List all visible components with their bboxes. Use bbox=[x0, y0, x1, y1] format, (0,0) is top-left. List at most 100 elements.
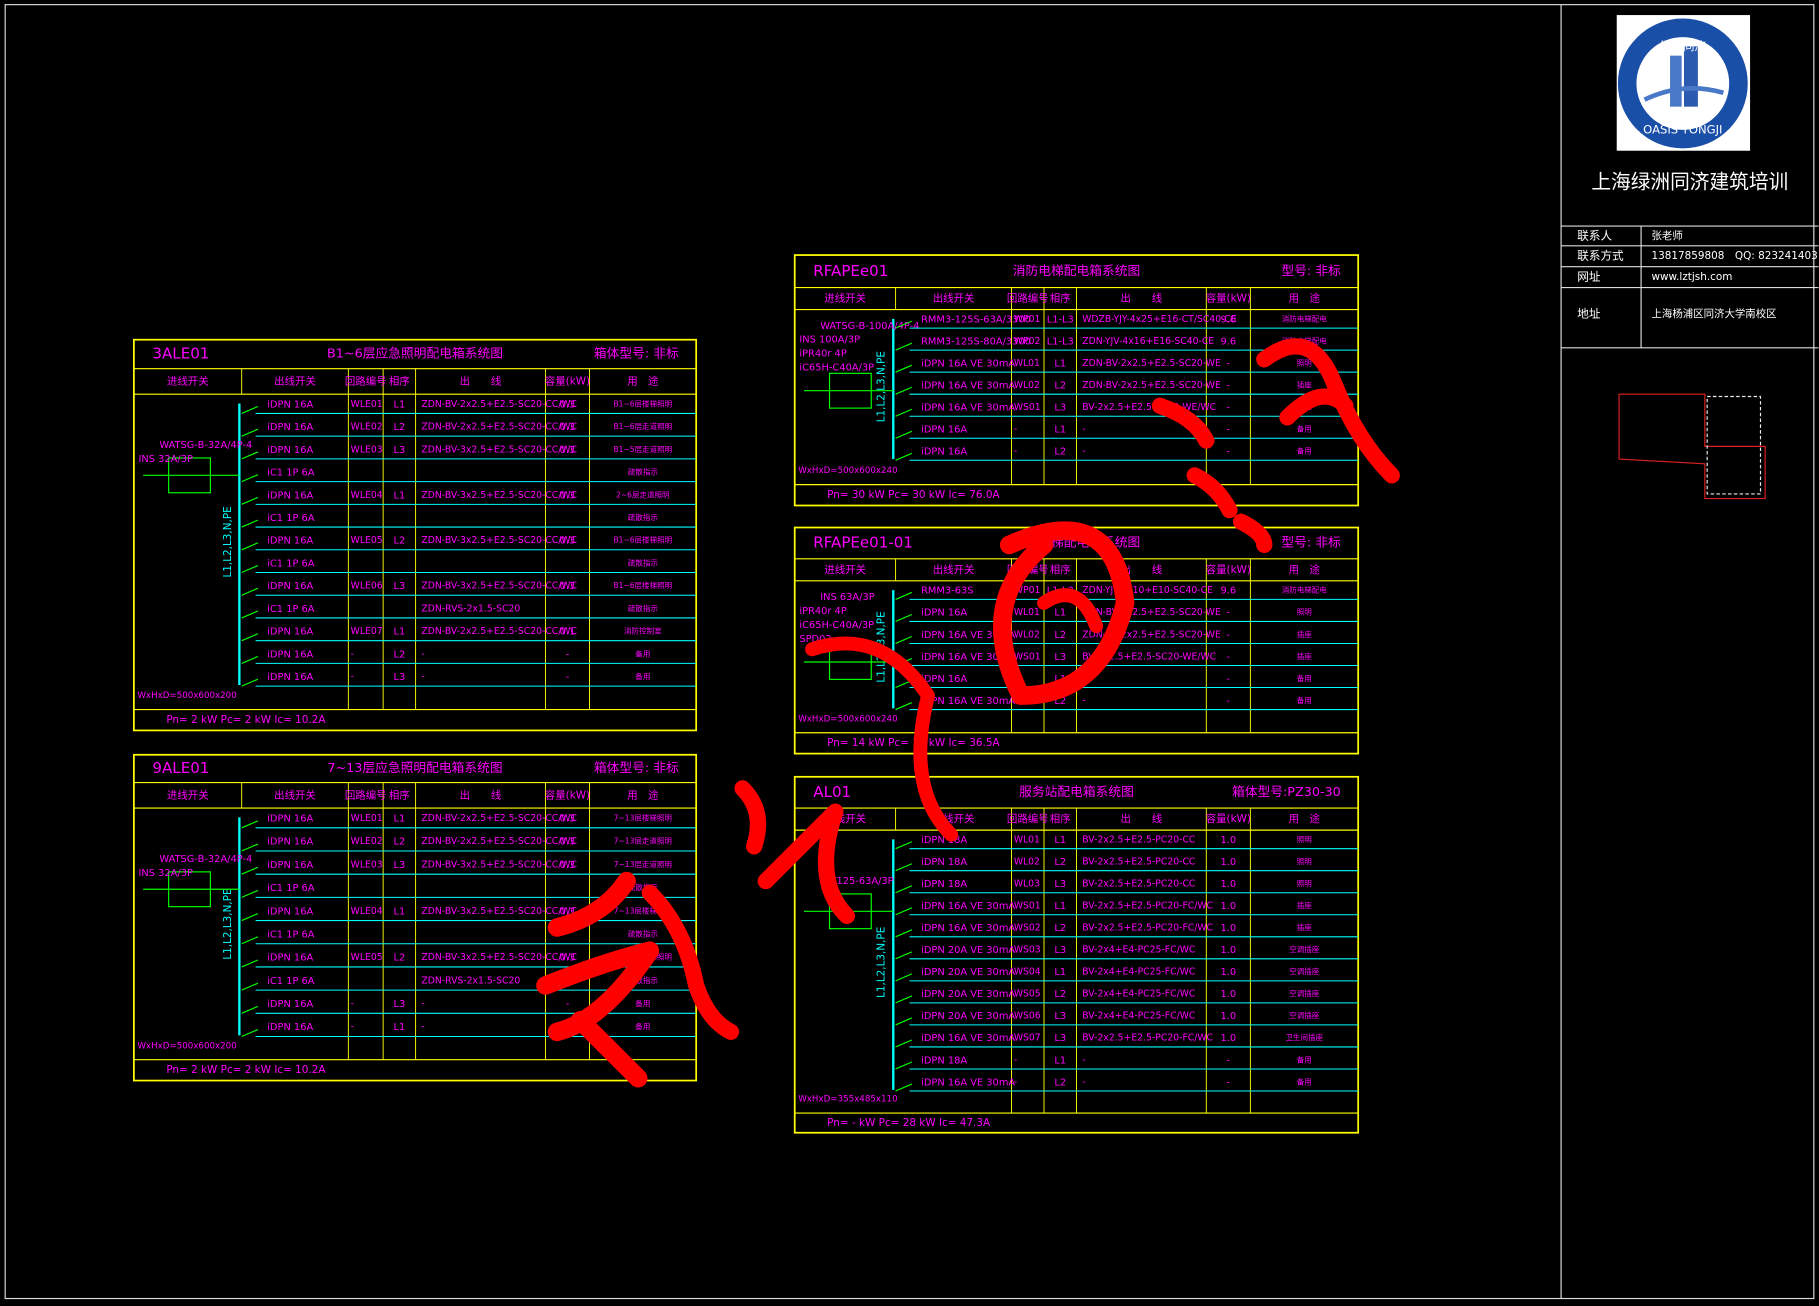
cell: WS06 bbox=[1014, 1011, 1041, 1022]
cell: iDPN 16A bbox=[921, 447, 967, 458]
cell: iDPN 20A VE 30mA bbox=[921, 967, 1015, 978]
cell: 备用 bbox=[1297, 1076, 1312, 1086]
cell: iC1 1P 6A bbox=[267, 604, 315, 615]
cell: iDPN 16A bbox=[267, 672, 313, 683]
switch-contact bbox=[241, 982, 259, 991]
panel-frame bbox=[793, 775, 1360, 1134]
cell: BV-2x2.5+E2.5-PC20-FC/WC bbox=[1082, 1033, 1213, 1044]
cell: 空调插座 bbox=[1289, 1010, 1320, 1020]
box-dims: WxHxD=355x485x110 bbox=[798, 1095, 897, 1105]
cell: iDPN 16A bbox=[267, 953, 313, 964]
column-header: 容量(kW) bbox=[1206, 563, 1251, 576]
cell: WL01 bbox=[1014, 607, 1040, 618]
column-header: 用 途 bbox=[1289, 812, 1321, 825]
cell: L3 bbox=[1054, 1033, 1066, 1044]
cell: RMM3-125S-63A/3300 bbox=[921, 314, 1031, 325]
column-header: 回路编号 bbox=[345, 374, 387, 387]
panel-title: B1~6层应急照明配电箱系统图 bbox=[327, 346, 503, 362]
panel-frame bbox=[793, 254, 1360, 507]
cell: L3 bbox=[393, 672, 405, 683]
cell: iDPN 16A VE 30mA bbox=[921, 1077, 1015, 1088]
cell: 7~13层走道照明 bbox=[614, 859, 672, 869]
cell: BV-2x2.5+E2.5-PC20-CC bbox=[1082, 834, 1195, 845]
cell: BV-2x2.5+E2.5-PC20-FC/WC bbox=[1082, 901, 1213, 912]
cell: - bbox=[1082, 1055, 1085, 1066]
cell: 插座 bbox=[1297, 922, 1313, 932]
cell: 备用 bbox=[635, 671, 650, 681]
cell: 1.0 bbox=[1221, 901, 1237, 912]
cell: 插座 bbox=[1297, 651, 1313, 661]
cell: iDPN 20A VE 30mA bbox=[921, 989, 1015, 1000]
cell: 0.3 bbox=[560, 906, 576, 917]
cell: L2 bbox=[393, 649, 405, 660]
switch-contact bbox=[895, 951, 913, 960]
cell: 1.0 bbox=[1221, 967, 1237, 978]
cell: iDPN 20A VE 30mA bbox=[921, 1011, 1015, 1022]
cell: 1.0 bbox=[1221, 989, 1237, 1000]
panel-frame bbox=[132, 753, 698, 1082]
cell: WP01 bbox=[1014, 585, 1041, 596]
cell: - bbox=[1227, 380, 1231, 391]
column-header: 相序 bbox=[1050, 292, 1071, 305]
cell: ZDN-BV-2x2.5+E2.5-SC20-CC/WC bbox=[421, 626, 577, 637]
cell: iC1 1P 6A bbox=[267, 976, 315, 987]
switch-contact bbox=[895, 907, 913, 916]
cell: 消防电梯配电 bbox=[1282, 313, 1328, 323]
switch-contact bbox=[895, 995, 913, 1004]
cell: L2 bbox=[393, 536, 405, 547]
cell: iDPN 16A bbox=[267, 627, 313, 638]
cell: iDPN 16A bbox=[921, 608, 967, 619]
minimap-detail bbox=[1706, 395, 1762, 495]
cell: iDPN 16A VE 30mA bbox=[921, 403, 1015, 414]
cell: WL03 bbox=[1014, 879, 1040, 890]
cell: iDPN 16A bbox=[267, 906, 313, 917]
switch-contact bbox=[895, 320, 913, 329]
box-dims: WxHxD=500x600x200 bbox=[137, 691, 236, 701]
logo-text: OASIS TONGJI bbox=[1643, 122, 1722, 136]
cell: WS01 bbox=[1014, 651, 1041, 662]
switch-contact bbox=[241, 843, 259, 852]
cell: WL01 bbox=[1014, 834, 1040, 845]
contact-value: 张老师 bbox=[1652, 229, 1683, 242]
cell: - bbox=[1014, 424, 1017, 435]
cell: L3 bbox=[1054, 652, 1066, 663]
cell: L2 bbox=[1054, 380, 1066, 391]
cell: - bbox=[566, 672, 570, 683]
inlet-label: INS 32A/3P bbox=[139, 868, 193, 879]
cell: iDPN 16A bbox=[921, 425, 967, 436]
inlet-label: iPR40r 4P bbox=[799, 606, 846, 617]
cell: iDPN 16A bbox=[267, 860, 313, 871]
switch-contact bbox=[895, 452, 913, 461]
switch-contact bbox=[895, 841, 913, 850]
switch-contact bbox=[241, 519, 259, 528]
panel-model: 型号: 非标 bbox=[1281, 264, 1341, 279]
cell: BV-2x2.5+E2.5-PC20-FC/WC bbox=[1082, 923, 1213, 934]
cell: 疏散指示 bbox=[628, 467, 659, 477]
cell: - bbox=[1014, 1055, 1017, 1066]
cell: - bbox=[1227, 447, 1231, 458]
cell: L1 bbox=[1054, 608, 1066, 619]
panel-model: 箱体型号:PZ30-30 bbox=[1232, 784, 1341, 800]
cell: ZDN-BV-2x2.5+E2.5-SC20-CC/WC bbox=[421, 813, 577, 824]
column-header: 出 线 bbox=[460, 788, 502, 801]
cell: 0.3 bbox=[560, 581, 576, 592]
cell: 消防电梯配电 bbox=[1282, 585, 1328, 595]
panel-id: 9ALE01 bbox=[152, 759, 209, 777]
cell: - bbox=[1082, 1077, 1085, 1088]
cell: BV-2x2.5+E2.5-SC20-WE/WC bbox=[1082, 402, 1216, 413]
cell: WLE01 bbox=[351, 813, 383, 824]
switch-contact bbox=[241, 474, 259, 483]
cell: L1 bbox=[1054, 425, 1066, 436]
cell: ZDN-RVS-2x1.5-SC20 bbox=[421, 603, 520, 614]
cell: L1 bbox=[1054, 967, 1066, 978]
cell: WS04 bbox=[1014, 967, 1041, 978]
switch-contact bbox=[241, 496, 259, 505]
cell: WS03 bbox=[1014, 945, 1041, 956]
cell: L2 bbox=[1054, 696, 1066, 707]
cell: 空调插座 bbox=[1289, 944, 1320, 954]
column-header: 容量(kW) bbox=[1206, 292, 1251, 305]
column-header: 出线开关 bbox=[933, 292, 975, 305]
switch-contact bbox=[241, 610, 259, 619]
switch-contact bbox=[895, 386, 913, 395]
